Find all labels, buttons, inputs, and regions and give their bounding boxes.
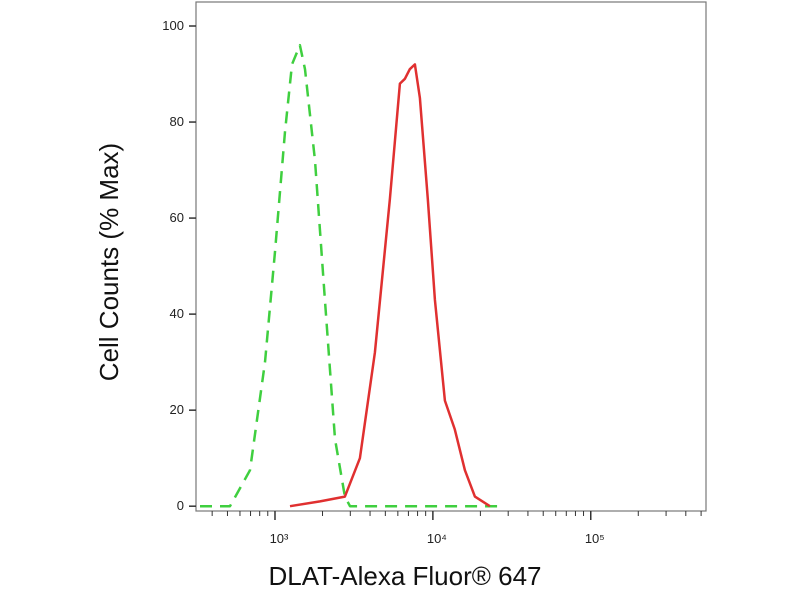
y-tick-label: 80	[170, 114, 184, 129]
y-tick-label: 60	[170, 210, 184, 225]
histogram-line	[289, 63, 491, 508]
x-tick-label: 10⁴	[427, 531, 447, 546]
y-axis-label: Cell Counts (% Max)	[94, 143, 124, 381]
y-tick-label: 20	[170, 402, 184, 417]
x-axis-label: DLAT-Alexa Fluor® 647	[268, 561, 541, 591]
y-tick-label: 0	[177, 498, 184, 513]
plot-frame	[195, 1, 707, 512]
x-tick-label: 10⁵	[585, 531, 605, 546]
histogram-line	[200, 43, 500, 508]
y-tick-label: 100	[162, 18, 184, 33]
x-tick-label: 10³	[270, 531, 289, 546]
y-tick-label: 40	[170, 306, 184, 321]
